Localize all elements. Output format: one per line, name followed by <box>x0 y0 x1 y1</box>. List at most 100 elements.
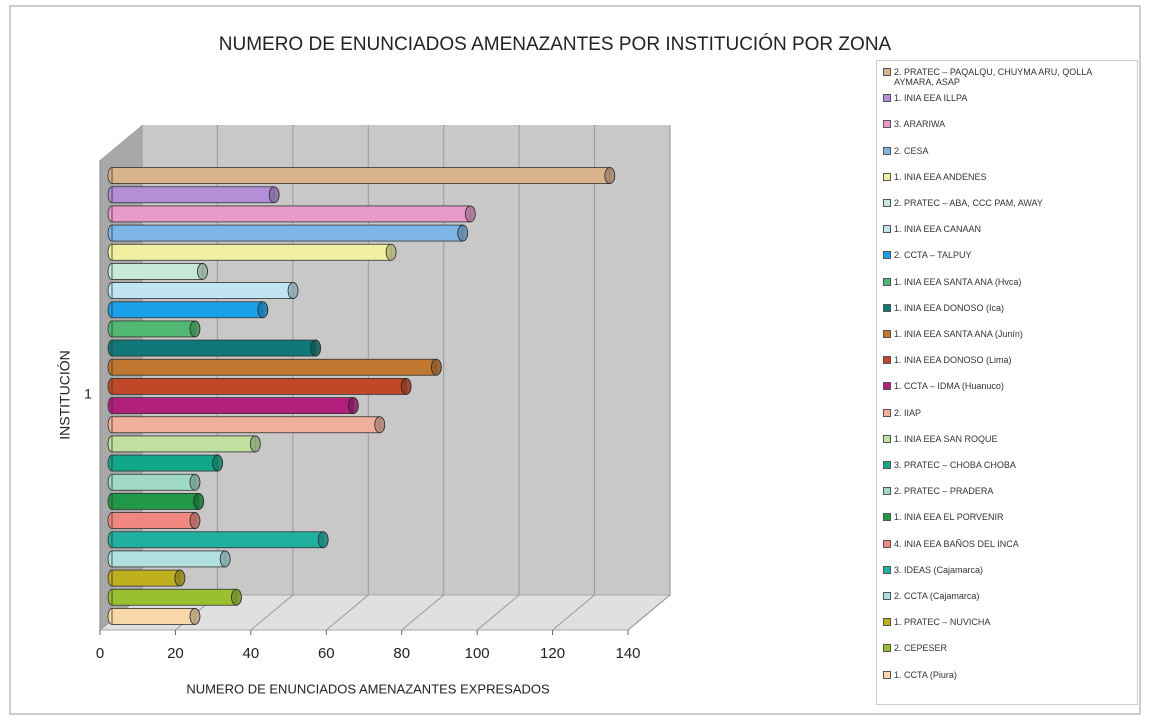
bar <box>111 378 407 395</box>
bar-cap <box>400 378 412 395</box>
legend-entry: 2. CCTA (Cajamarca) <box>883 591 1133 601</box>
legend-entry: 3. IDEAS (Cajamarca) <box>883 565 1133 575</box>
bar <box>111 531 324 549</box>
x-axis-label: NUMERO DE ENUNCIADOS AMENAZANTES EXPRESA… <box>186 681 550 696</box>
grid-line <box>325 125 369 631</box>
bar <box>111 339 317 357</box>
legend-entry: 1. INIA EEA DONOSO (Ica) <box>883 303 1133 313</box>
grid-line <box>627 125 671 631</box>
x-tick-label: 80 <box>393 645 410 662</box>
bar-cap <box>430 358 442 376</box>
bar <box>111 550 226 568</box>
legend-label: 1. CCTA – IDMA (Huanuco) <box>894 381 1004 392</box>
legend-label: 1. CCTA (Piura) <box>894 669 957 680</box>
legend-entry: 4. INIA EEA BAÑOS DEL INCA <box>883 539 1133 549</box>
legend-label: 2. CCTA – TALPUY <box>894 250 972 261</box>
bar-cap <box>604 167 616 184</box>
y-axis-label: INSTITUCIÓN <box>57 350 73 439</box>
bar <box>111 205 471 223</box>
legend-label: 2. PRATEC – PAQALQU, CHUYMA ARU, QOLLA A… <box>894 67 1092 87</box>
legend-swatch <box>883 670 891 679</box>
legend-swatch <box>883 330 891 338</box>
x-tick-label: 20 <box>167 645 184 662</box>
bar-cap <box>212 454 224 472</box>
legend-swatch <box>883 225 891 234</box>
bar <box>111 358 437 376</box>
legend-entry: 1. CCTA (Piura) <box>883 670 1133 680</box>
legend-entry: 1. INIA EEA DONOSO (Lima) <box>883 355 1133 365</box>
legend: 2. PRATEC – PAQALQU, CHUYMA ARU, QOLLA A… <box>876 60 1138 705</box>
legend-swatch <box>883 94 891 103</box>
bar-cap <box>347 397 359 414</box>
legend-label: 2. PRATEC – ABA, CCC PAM, AWAY <box>894 198 1043 208</box>
legend-label: 1. INIA EEA DONOSO (Lima) <box>894 355 1012 366</box>
bar <box>111 588 237 606</box>
category-label: 1 <box>84 386 92 402</box>
bar <box>111 167 611 184</box>
grid-line <box>401 125 445 631</box>
bar <box>111 416 381 434</box>
x-tick-label: 100 <box>465 645 490 662</box>
legend-swatch <box>883 434 891 443</box>
legend-label: 1. INIA EEA SANTA ANA (Junín) <box>894 329 1023 339</box>
bar-cap <box>268 186 280 204</box>
legend-entry: 2. CCTA – TALPUY <box>883 250 1133 260</box>
legend-entry: 1. PRATEC – NUVICHA <box>883 617 1133 627</box>
legend-label: 4. INIA EEA BAÑOS DEL INCA <box>894 538 1019 549</box>
legend-entry: 2. PRATEC – PAQALQU, CHUYMA ARU, QOLLA A… <box>883 67 1133 87</box>
legend-swatch <box>883 513 891 522</box>
bar <box>111 608 196 625</box>
legend-entry: 1. CCTA – IDMA (Huanuco) <box>883 381 1133 391</box>
bar-cap <box>197 263 208 280</box>
x-tick-label: 0 <box>96 645 104 662</box>
legend-entry: 1. INIA EEA SANTA ANA (Junín) <box>883 329 1133 339</box>
legend-label: 2. CEPESER <box>894 643 948 654</box>
bar <box>111 224 464 242</box>
bar-cap <box>231 588 242 606</box>
bar-cap <box>464 205 476 223</box>
bar <box>111 473 196 491</box>
bar-cap <box>189 473 201 491</box>
legend-swatch <box>883 487 891 496</box>
legend-label: 2. IIAP <box>894 407 922 418</box>
legend-swatch <box>883 146 891 155</box>
legend-swatch <box>883 199 891 207</box>
bar <box>111 301 264 319</box>
bar-cap <box>310 339 322 357</box>
legend-swatch <box>883 68 891 76</box>
legend-entry: 1. INIA EEA ANDENES <box>883 172 1133 182</box>
legend-entry: 3. ARARIWA <box>883 119 1133 129</box>
legend-label: 1. INIA EEA EL PORVENIR <box>894 512 1004 523</box>
bar-cap <box>193 493 205 510</box>
bar-cap <box>189 320 201 338</box>
bar <box>111 454 218 472</box>
legend-label: 3. IDEAS (Cajamarca) <box>894 564 984 575</box>
legend-swatch <box>883 565 891 574</box>
legend-entry: 2. PRATEC – ABA, CCC PAM, AWAY <box>883 198 1133 208</box>
x-tick-label: 40 <box>243 645 260 662</box>
bar <box>111 282 294 299</box>
legend-entry: 2. CESA <box>883 146 1133 156</box>
bar <box>111 320 196 338</box>
bar <box>111 569 181 587</box>
grid-line <box>476 125 520 631</box>
legend-label: 3. PRATEC – CHOBA CHOBA <box>894 460 1016 470</box>
legend-swatch <box>883 592 891 600</box>
bar-cap <box>457 224 469 242</box>
bar-cap <box>189 608 201 625</box>
legend-label: 1. INIA EEA DONOSO (Ica) <box>894 302 1005 313</box>
bar-cap <box>219 550 231 568</box>
bar <box>111 186 275 204</box>
bar-cap <box>189 512 201 529</box>
bar-cap <box>257 301 269 319</box>
legend-entry: 2. CEPESER <box>883 643 1133 653</box>
bar <box>111 397 354 414</box>
legend-entry: 1. INIA EEA EL PORVENIR <box>883 512 1133 522</box>
legend-entry: 2. PRATEC – PRADERA <box>883 486 1133 496</box>
legend-swatch <box>883 277 891 286</box>
bar-cap <box>287 282 299 299</box>
bar-cap <box>385 243 397 261</box>
legend-swatch <box>883 618 891 627</box>
